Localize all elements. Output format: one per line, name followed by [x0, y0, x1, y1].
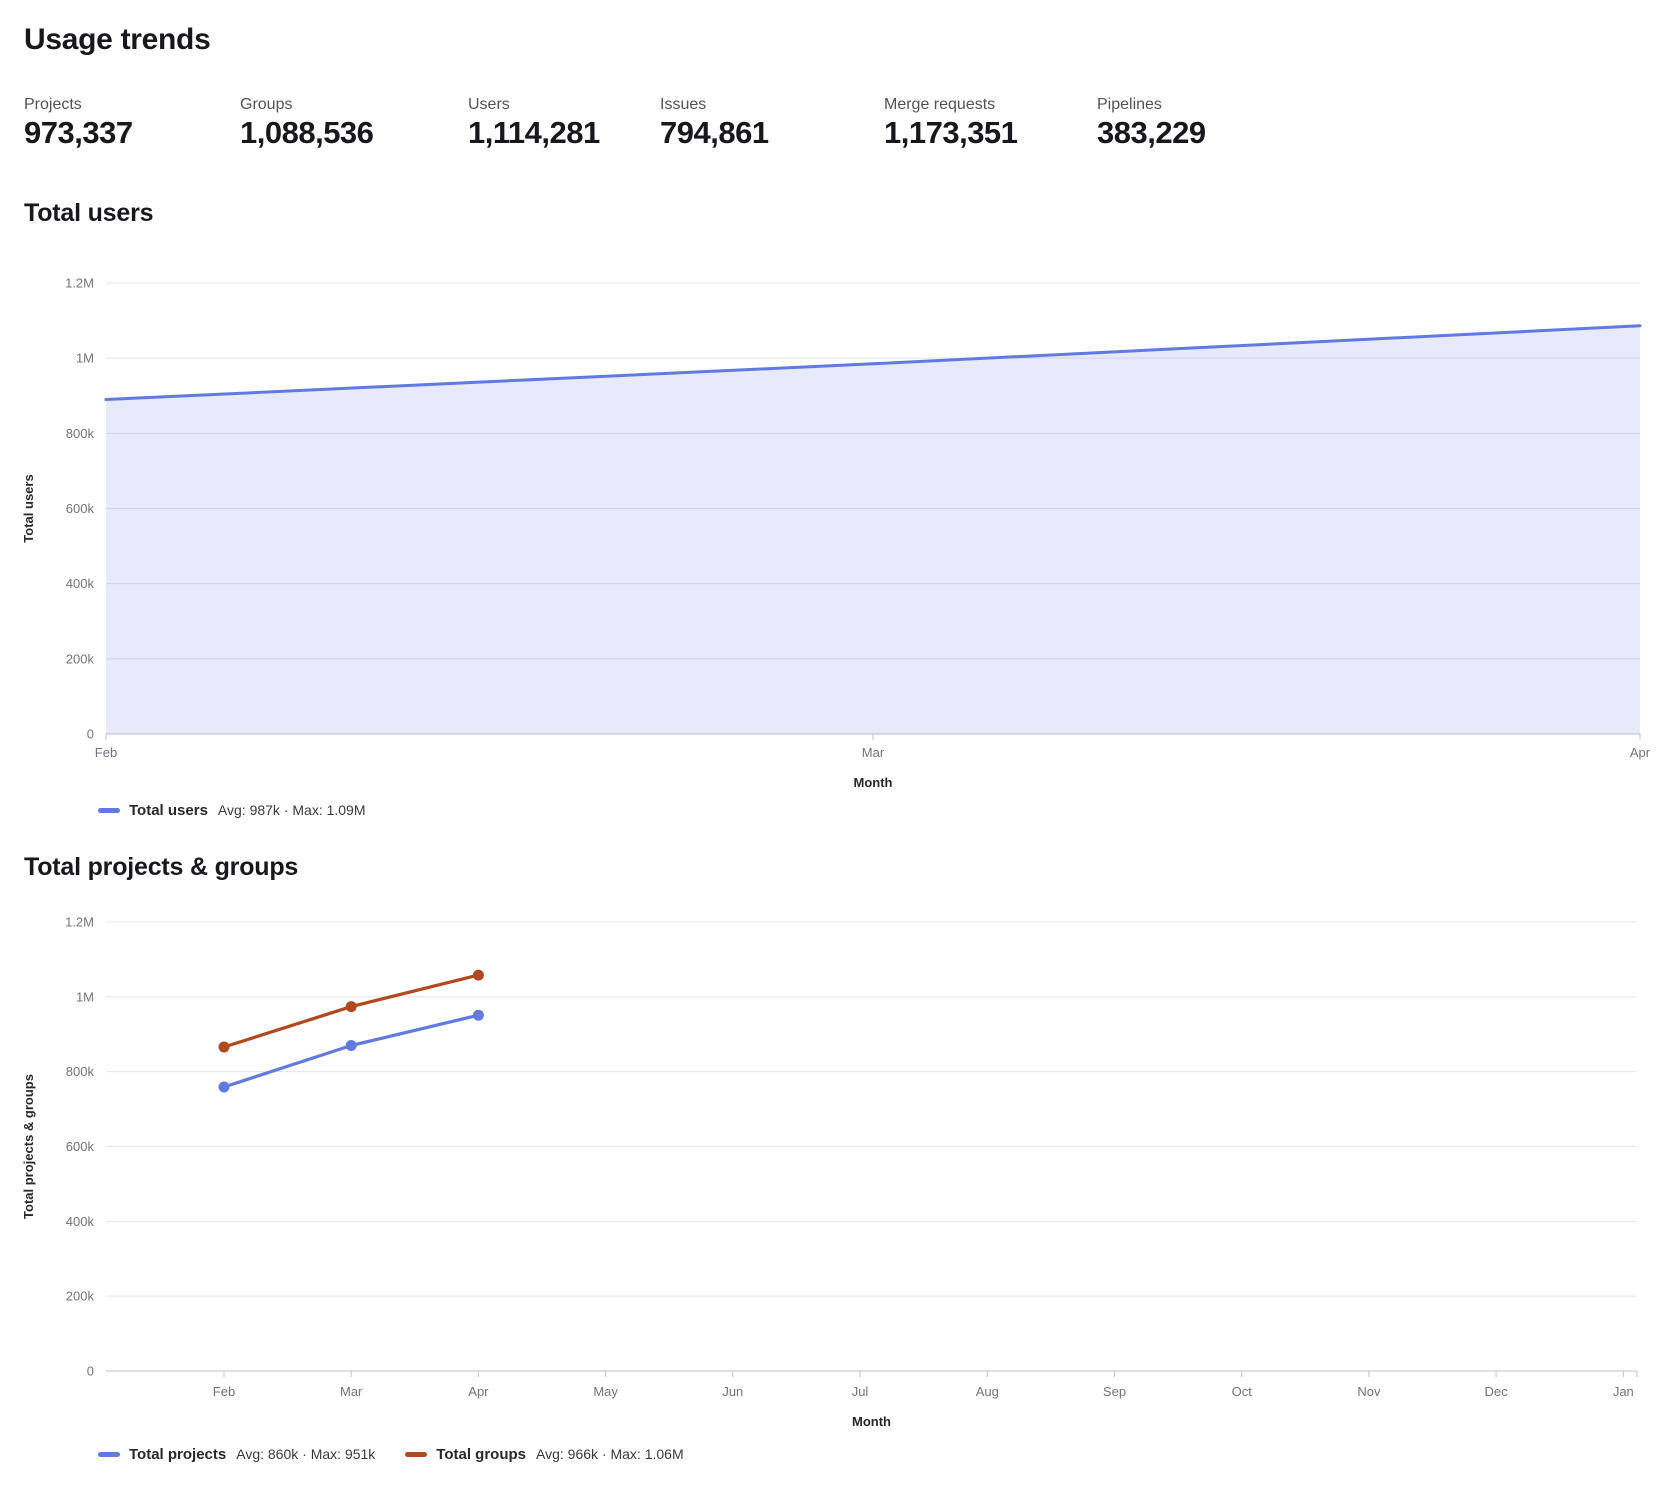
legend-label: Total groups [436, 1445, 527, 1463]
total-projects-groups-chart[interactable]: 0 200k 400k 600k 800k 1M 1.2M Feb Mar Apr May Jun Ju… [0, 905, 1676, 1435]
y-tick-label: 400k [66, 576, 95, 591]
chart-title-total-users: Total users [24, 199, 154, 227]
x-tick-label: Oct [1232, 1384, 1253, 1399]
legend-swatch-total-projects [98, 1451, 120, 1457]
x-tick-label: Feb [213, 1384, 235, 1399]
legend-swatch-total-groups [405, 1451, 428, 1457]
stat-value: 794,861 [660, 115, 769, 150]
x-tick-label: Feb [95, 745, 117, 760]
legend-series-stats: Avg: 860k · Max: 951k [236, 1446, 376, 1462]
y-tick-label: 200k [66, 651, 95, 666]
stat-label: Users [468, 96, 510, 113]
point-total-projects[interactable] [472, 1009, 484, 1021]
legend-swatch-total-users [98, 807, 120, 813]
point-total-groups[interactable] [472, 969, 484, 981]
y-tick-label: 400k [66, 1214, 95, 1229]
chart-section-total-projects-groups: Total projects & groups 0 200k 400k 600k 800k… [0, 851, 1676, 1464]
stat-merge-requests: Merge requests 1,173,351 [884, 95, 1018, 152]
x-tick-label: Nov [1357, 1384, 1381, 1399]
stat-pipelines: Pipelines 383,229 [1097, 95, 1206, 152]
x-tick-label: Sep [1103, 1384, 1126, 1399]
line-total-users [104, 324, 1642, 401]
legend-series-stats: Avg: 966k · Max: 1.06M [536, 1446, 684, 1462]
x-tick-label: Mar [862, 745, 885, 760]
total-users-chart[interactable]: 0 200k 400k 600k 800k 1M 1.2M Feb Mar Apr Month Tot… [0, 243, 1676, 791]
x-tick-label: May [593, 1384, 618, 1399]
x-tick-label: Jun [722, 1384, 743, 1399]
stat-users: Users 1,114,281 [468, 95, 600, 152]
stat-label: Pipelines [1097, 96, 1162, 113]
point-total-projects[interactable] [218, 1081, 230, 1093]
y-tick-label: 0 [87, 727, 94, 742]
x-tick-label: Jan [1613, 1384, 1634, 1399]
y-tick-label: 800k [66, 426, 95, 441]
stat-value: 1,173,351 [884, 115, 1018, 150]
y-axis-name: Total projects & groups [21, 1074, 36, 1219]
area-fill-total-users [106, 325, 1640, 734]
legend-total-users: Total users Avg: 987k · Max: 1.09M [98, 800, 1676, 820]
y-tick-label: 1.2M [65, 915, 94, 930]
y-tick-label: 600k [66, 501, 95, 516]
y-tick-label: 200k [66, 1289, 95, 1304]
y-tick-label: 600k [66, 1139, 95, 1154]
chart-title-total-projects-groups: Total projects & groups [24, 853, 299, 881]
chart-section-total-users: Total users 0 200k 400k 600k 800k 1M 1.2M Feb Mar… [0, 197, 1676, 820]
x-axis-name: Month [852, 1414, 891, 1429]
legend-item-total-groups[interactable]: Total groups Avg: 966k · Max: 1.06M [405, 1445, 684, 1463]
x-tick-label: Jul [852, 1384, 869, 1399]
y-tick-label: 1M [76, 351, 94, 366]
legend-item-total-projects[interactable]: Total projects Avg: 860k · Max: 951k [98, 1446, 375, 1463]
stat-groups: Groups 1,088,536 [240, 95, 374, 152]
point-total-projects[interactable] [345, 1040, 357, 1051]
x-tick-label: Dec [1485, 1384, 1509, 1399]
stat-label: Issues [660, 96, 707, 113]
stat-label: Groups [240, 96, 293, 113]
stat-value: 1,088,536 [240, 115, 374, 150]
stat-label: Merge requests [884, 96, 996, 113]
stat-projects: Projects 973,337 [24, 95, 133, 152]
y-tick-label: 800k [66, 1064, 95, 1079]
stat-label: Projects [24, 96, 82, 113]
x-tick-label: Apr [1630, 745, 1651, 760]
legend-series-stats: Avg: 987k · Max: 1.09M [217, 802, 366, 818]
line-total-projects [222, 1013, 481, 1089]
stat-value: 973,337 [24, 115, 133, 150]
legend-total-projects-groups: Total projects Avg: 860k · Max: 951k Total… [98, 1444, 1676, 1464]
y-tick-label: 1M [76, 989, 94, 1004]
legend-label: Total projects [129, 1445, 227, 1463]
point-total-groups[interactable] [345, 1001, 357, 1013]
stat-value: 1,114,281 [468, 115, 600, 150]
charts-container: Total users 0 200k 400k 600k 800k 1M 1.2M Feb Mar… [0, 197, 1676, 1464]
legend-item-total-users[interactable]: Total users Avg: 987k · Max: 1.09M [98, 802, 366, 819]
stat-issues: Issues 794,861 [660, 95, 769, 152]
x-tick-label: Apr [468, 1384, 489, 1399]
x-axis-name: Month [854, 775, 893, 790]
x-tick-label: Mar [340, 1384, 363, 1399]
usage-counts: Projects 973,337 Groups 1,088,536 Users 1,114… [0, 95, 1676, 155]
y-tick-label: 0 [87, 1364, 94, 1379]
y-tick-label: 1.2M [65, 276, 94, 291]
y-axis-name: Total users [21, 474, 36, 542]
page-title: Usage trends [24, 23, 211, 56]
stat-value: 383,229 [1097, 115, 1206, 150]
point-total-groups[interactable] [218, 1041, 230, 1053]
x-tick-label: Aug [976, 1384, 999, 1399]
legend-label: Total users [129, 801, 208, 819]
